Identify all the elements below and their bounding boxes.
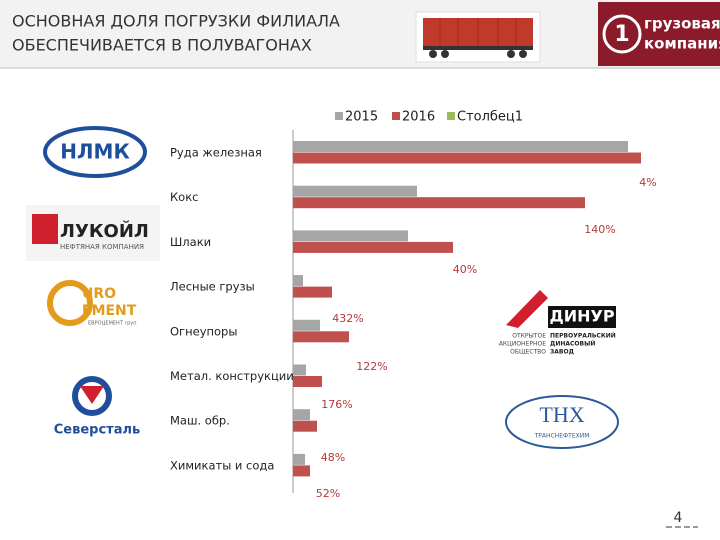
bar [293,409,310,421]
legend-swatch [392,112,400,120]
logo-nlmk: НЛМК [43,126,147,178]
bar [293,420,317,432]
bar [293,331,349,343]
bar [293,319,320,331]
annotation: 48% [321,451,345,464]
category-label: Химикаты и сода [170,458,274,472]
bar [293,185,417,197]
bar [293,275,303,287]
bar [293,453,305,465]
category-label: Шлаки [170,235,211,249]
annotation: 432% [332,312,363,325]
company-logo: 1 грузовая компания [598,2,720,66]
legend-label: 2015 [345,110,378,125]
annotation: 122% [356,360,387,373]
category-label: Кокс [170,190,198,204]
annotation: 40% [453,263,477,276]
legend-label: 2016 [402,110,435,125]
logo-text: ТНХ [539,402,584,427]
logo-number: 1 [614,22,629,47]
annotation: 4% [639,176,656,189]
bar [293,286,332,298]
bar [293,197,585,209]
logo-text: ЛУКОЙЛ [60,220,149,242]
logo-text: НЕФТЯНАЯ КОМПАНИЯ [60,243,144,251]
annotation: 140% [584,223,615,236]
legend-label: Столбец1 [457,110,523,125]
legend-swatch [447,112,455,120]
bar [293,364,306,376]
category-label: Лесные грузы [170,280,255,294]
category-label: Огнеупоры [170,324,237,338]
logo-text: компания [644,35,720,53]
title-line: ОБЕСПЕЧИВАЕТСЯ В ПОЛУВАГОНАХ [12,36,312,55]
category-label: Метал. конструкции [170,369,294,383]
bar [293,465,310,477]
annotation: 176% [321,398,352,411]
logo-text: АКЦИОНЕРНОЕ [499,341,546,348]
logo-text: Северсталь [54,423,140,438]
logo-eurocement: URO EMENT ЕВРОЦЕМЕНТ груп [47,280,137,327]
logo-text: ОТКРЫТОЕ [512,333,546,340]
bar [293,230,408,242]
category-label: Руда железная [170,146,262,160]
logo-text: ЗАВОД [550,349,574,356]
annotation: 52% [316,487,340,500]
railcar [415,11,541,63]
logo-text: грузовая [644,15,720,33]
logo-dinur: ДИНУР ОТКРЫТОЕ АКЦИОНЕРНОЕ ОБЩЕСТВО ПЕРВ… [499,290,616,356]
logo-text: URO [82,286,116,302]
page-number: 4 [674,510,683,526]
bar [293,241,453,253]
legend-swatch [335,112,343,120]
title-line: ОСНОВНАЯ ДОЛЯ ПОГРУЗКИ ФИЛИАЛА [12,12,340,31]
logo-text: ПЕРВОУРАЛЬСКИЙ [550,332,616,340]
logo-text: ЕВРОЦЕМЕНТ груп [88,321,137,327]
logo-text: ДИНАСОВЫЙ [550,340,595,348]
logo-text: НЛМК [60,140,130,164]
logo-text: ДИНУР [549,307,614,326]
logo-tnh: ТНХ ТРАНСНЕФТЕХИМ [505,395,619,449]
bar [293,152,641,164]
logo-lukoil: ЛУКОЙЛ НЕФТЯНАЯ КОМПАНИЯ [26,205,160,261]
bar [293,141,628,152]
bar [293,376,322,387]
logo-severstal: Северсталь [54,376,140,438]
logo-text: ТРАНСНЕФТЕХИМ [534,433,590,440]
logo-text: EMENT [82,303,137,319]
logo-text: ОБЩЕСТВО [510,349,546,356]
category-label: Маш. обр. [170,414,230,428]
